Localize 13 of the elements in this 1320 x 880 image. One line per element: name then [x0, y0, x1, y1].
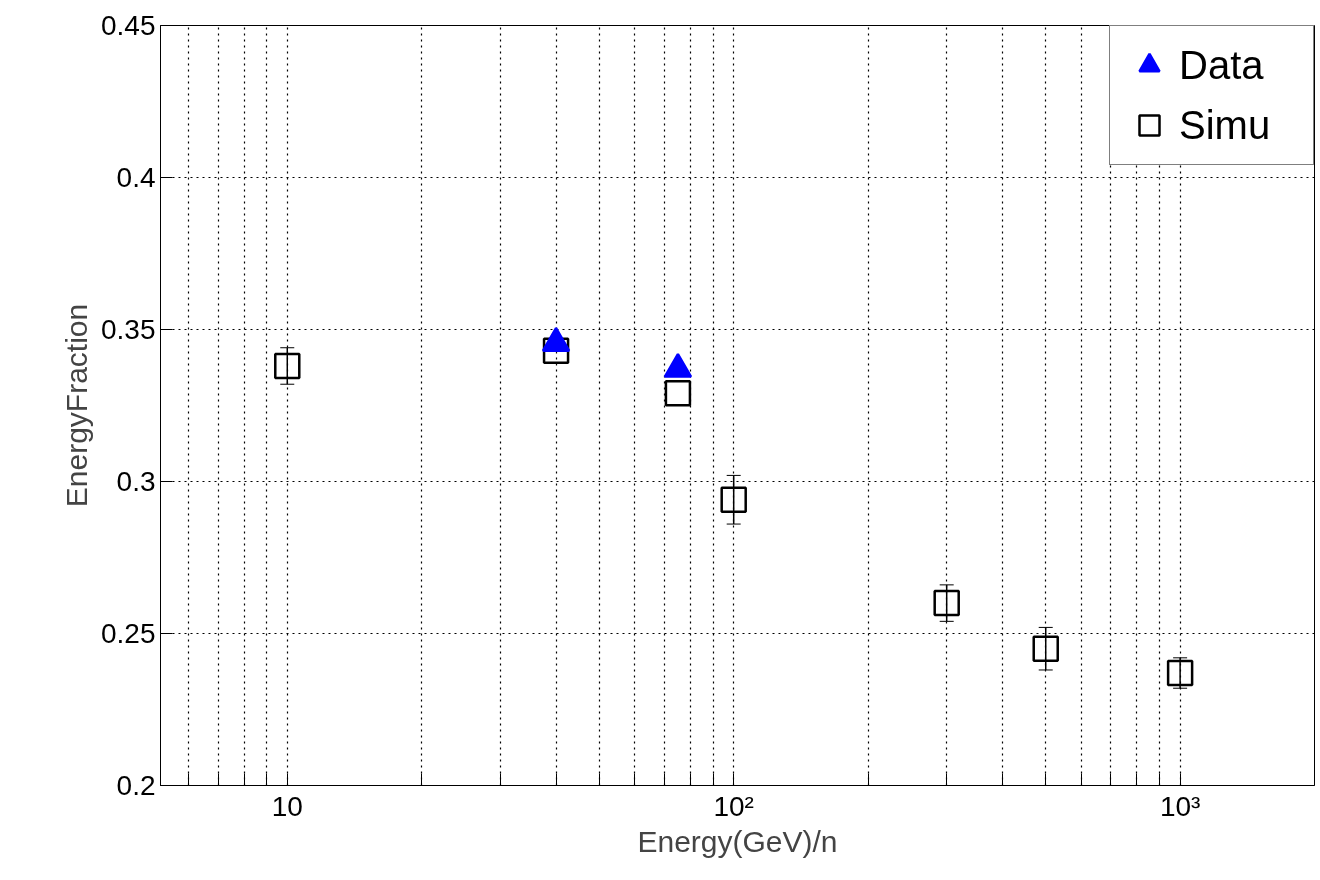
x-tick-label: 10³: [1159, 790, 1201, 822]
legend-label: Data: [1179, 42, 1265, 88]
y-tick-label: 0.4: [116, 162, 156, 193]
y-tick-label: 0.45: [101, 10, 156, 41]
y-tick-label: 0.35: [101, 314, 156, 345]
legend-label: Simu: [1179, 102, 1272, 148]
y-tick-label: 0.3: [116, 466, 156, 497]
x-tick-label: 10²: [713, 790, 754, 822]
y-tick-label: 0.2: [116, 770, 156, 801]
y-axis-title: EnergyFraction: [60, 303, 93, 508]
y-tick-label: 0.25: [101, 618, 156, 649]
x-axis-title: Energy(GeV)/n: [637, 824, 838, 858]
x-tick-label: 10: [271, 790, 303, 822]
